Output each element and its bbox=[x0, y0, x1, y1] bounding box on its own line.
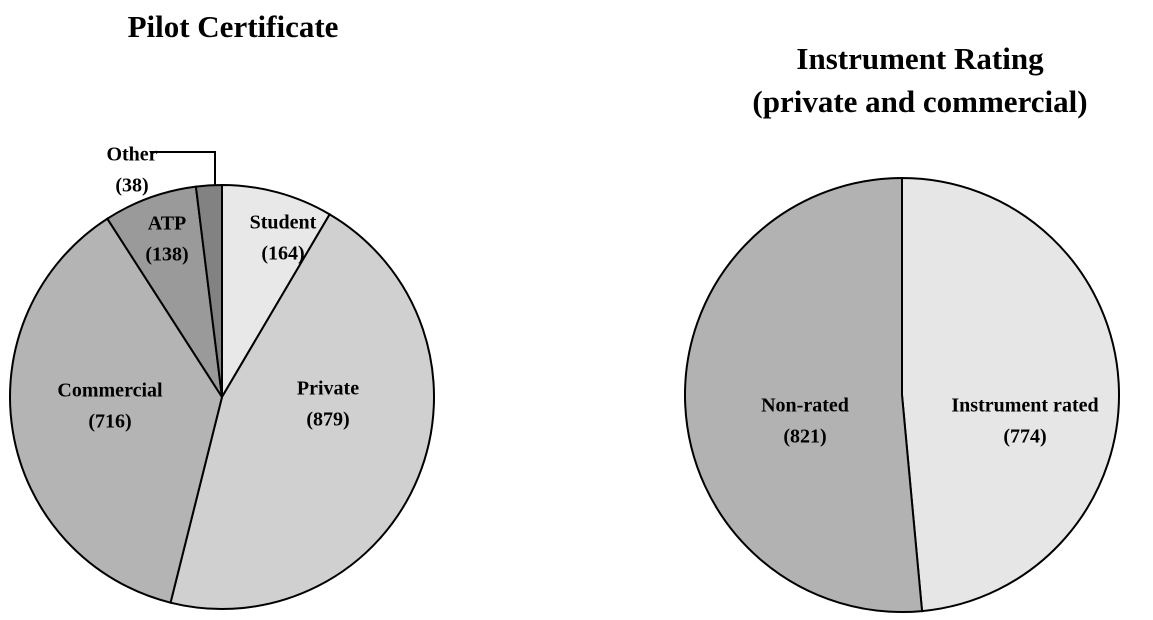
slice-value: (879) bbox=[306, 409, 349, 431]
pie-slice bbox=[169, 212, 435, 610]
slice-label: Commercial bbox=[57, 380, 163, 402]
slice-value: (138) bbox=[145, 244, 188, 266]
pie-slice bbox=[221, 183, 332, 401]
slice-label: Private bbox=[297, 378, 359, 400]
chart-subtitle: (private and commercial) bbox=[752, 84, 1087, 119]
slice-value: (774) bbox=[1003, 426, 1046, 448]
slice-label: Student bbox=[250, 212, 317, 234]
pie-slice bbox=[194, 183, 223, 398]
slice-value: (38) bbox=[115, 175, 148, 197]
chart-title: Pilot Certificate bbox=[128, 9, 339, 44]
slice-label: Non-rated bbox=[761, 395, 849, 417]
chart-title: Instrument Rating bbox=[796, 41, 1044, 76]
slice-label: Other bbox=[106, 144, 157, 166]
pie-slice bbox=[901, 176, 1120, 613]
pie-slice bbox=[684, 176, 924, 613]
slice-value: (164) bbox=[261, 243, 304, 265]
leader-line bbox=[150, 151, 216, 185]
slice-value: (821) bbox=[783, 426, 826, 448]
slice-label: ATP bbox=[148, 213, 187, 235]
slice-label: Instrument rated bbox=[951, 395, 1098, 417]
slice-value: (716) bbox=[88, 411, 131, 433]
